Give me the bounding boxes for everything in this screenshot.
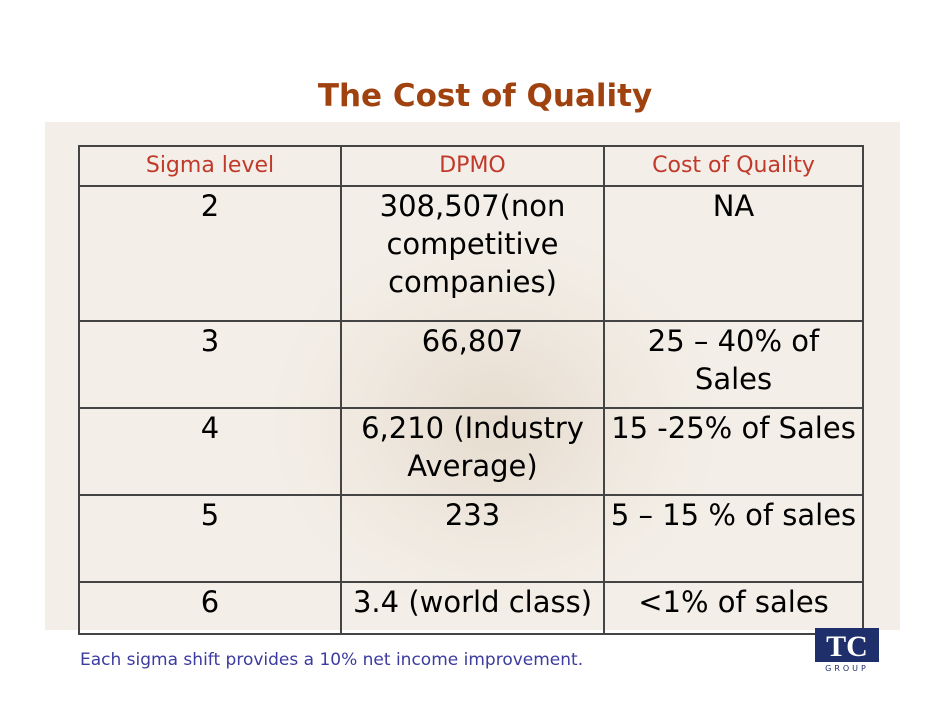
table-cell: 6 xyxy=(78,581,342,635)
slide-title: The Cost of Quality xyxy=(317,78,653,114)
logo-box xyxy=(815,628,879,662)
logo-subtext: GROUP xyxy=(825,664,869,673)
table-cell: 4 xyxy=(78,407,342,496)
header-cell: DPMO xyxy=(340,145,605,187)
header-cell: Cost of Quality xyxy=(603,145,864,187)
table-row: 6 3.4 (world class) <1% of sales xyxy=(78,581,864,635)
table-cell: 308,507(non competitive companies) xyxy=(340,185,605,322)
header-row: Sigma level DPMO Cost of Quality xyxy=(78,145,864,187)
table-row: 4 6,210 (Industry Average) 15 -25% of Sale… xyxy=(78,407,864,496)
cost-table: Sigma level DPMO Cost of Quality 2 308,507(… xyxy=(78,145,864,635)
header-cell: Sigma level xyxy=(78,145,342,187)
table-row: 3 66,807 25 – 40% of Sales xyxy=(78,320,864,409)
table-cell: 66,807 xyxy=(340,320,605,409)
logo: TC GROUP xyxy=(815,628,879,673)
logo-text: TC xyxy=(826,630,868,663)
footer-note: Each sigma shift provides a 10% net inco… xyxy=(80,650,584,670)
table-cell: 2 xyxy=(78,185,342,322)
table-row: 5 233 5 – 15 % of sales xyxy=(78,494,864,583)
table-cell: <1% of sales xyxy=(603,581,864,635)
table-cell: 6,210 (Industry Average) xyxy=(340,407,605,496)
table-row: 2 308,507(non competitive companies) NA xyxy=(78,185,864,322)
table-cell: NA xyxy=(603,185,864,322)
table-cell: 3 xyxy=(78,320,342,409)
table-cell: 233 xyxy=(340,494,605,583)
table-cell: 25 – 40% of Sales xyxy=(603,320,864,409)
table-cell: 3.4 (world class) xyxy=(340,581,605,635)
table-cell: 15 -25% of Sales xyxy=(603,407,864,496)
table-cell: 5 – 15 % of sales xyxy=(603,494,864,583)
table-cell: 5 xyxy=(78,494,342,583)
